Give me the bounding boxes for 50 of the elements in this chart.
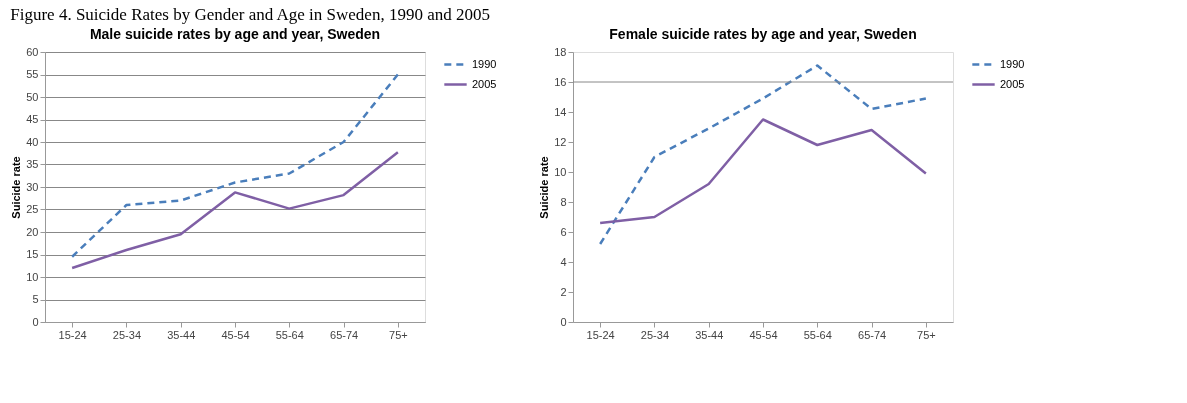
- x-tick-label: 25-34: [640, 328, 669, 341]
- x-tick-label: 15-24: [58, 328, 87, 341]
- y-tick-label: 60: [26, 45, 39, 58]
- y-tick-label: 18: [554, 45, 567, 58]
- x-tick-label: 15-24: [586, 328, 615, 341]
- y-tick-label: 0: [32, 315, 39, 328]
- x-tick-label: 35-44: [695, 328, 724, 341]
- x-tick-label: 25-34: [112, 328, 141, 341]
- x-tick-label: 35-44: [167, 328, 196, 341]
- line-series: [598, 64, 928, 246]
- x-tick-label: 55-64: [275, 328, 304, 341]
- x-tick-label: 45-54: [221, 328, 250, 341]
- y-tick-label: 55: [26, 68, 39, 80]
- caption: Figure 4. Suicide Rates by Gender and Age in Sweden, 1990 and 2005: [10, 4, 490, 24]
- y-tick-label: 2: [560, 285, 567, 298]
- y-tick-label: 10: [26, 270, 39, 283]
- chart-title: Female suicide rates by age and year, Sweden: [609, 26, 917, 42]
- legend-label: 2005: [1000, 77, 1025, 90]
- y-tick-label: 45: [26, 113, 39, 125]
- y-tick-label: 16: [554, 75, 567, 88]
- y-tick-label: 5: [32, 293, 39, 305]
- y-tick-label: 25: [26, 203, 39, 215]
- y-tick-label: 8: [560, 195, 567, 208]
- x-tick-label: 65-74: [330, 328, 359, 341]
- y-tick-label: 4: [560, 255, 567, 268]
- x-tick-label: 65-74: [858, 328, 887, 341]
- line-series: [598, 118, 928, 225]
- legend-label: 1990: [1000, 57, 1025, 70]
- y-tick-label: 14: [554, 105, 567, 118]
- y-tick-label: 15: [26, 248, 39, 260]
- x-tick-label: 75+: [917, 328, 936, 341]
- chart-title: Male suicide rates by age and year, Sweden: [89, 26, 381, 42]
- y-tick-label: 50: [26, 90, 39, 103]
- y-tick-label: 12: [554, 135, 567, 148]
- y-tick-label: 30: [26, 180, 39, 193]
- line-series: [70, 151, 400, 270]
- y-tick-label: 10: [554, 165, 567, 178]
- y-tick-label: 35: [26, 158, 39, 170]
- y-tick-label: 20: [26, 225, 39, 238]
- line-series: [70, 73, 400, 258]
- x-tick-label: 75+: [389, 328, 408, 341]
- y-axis-title: Suicide rate: [10, 156, 23, 219]
- y-tick-label: 0: [560, 315, 567, 328]
- x-tick-label: 45-54: [749, 328, 778, 341]
- y-axis-title: Suicide rate: [538, 156, 551, 219]
- legend-label: 1990: [472, 57, 497, 70]
- legend-label: 2005: [472, 77, 497, 90]
- y-tick-label: 40: [26, 135, 39, 148]
- y-tick-label: 6: [560, 225, 567, 238]
- x-tick-label: 55-64: [803, 328, 832, 341]
